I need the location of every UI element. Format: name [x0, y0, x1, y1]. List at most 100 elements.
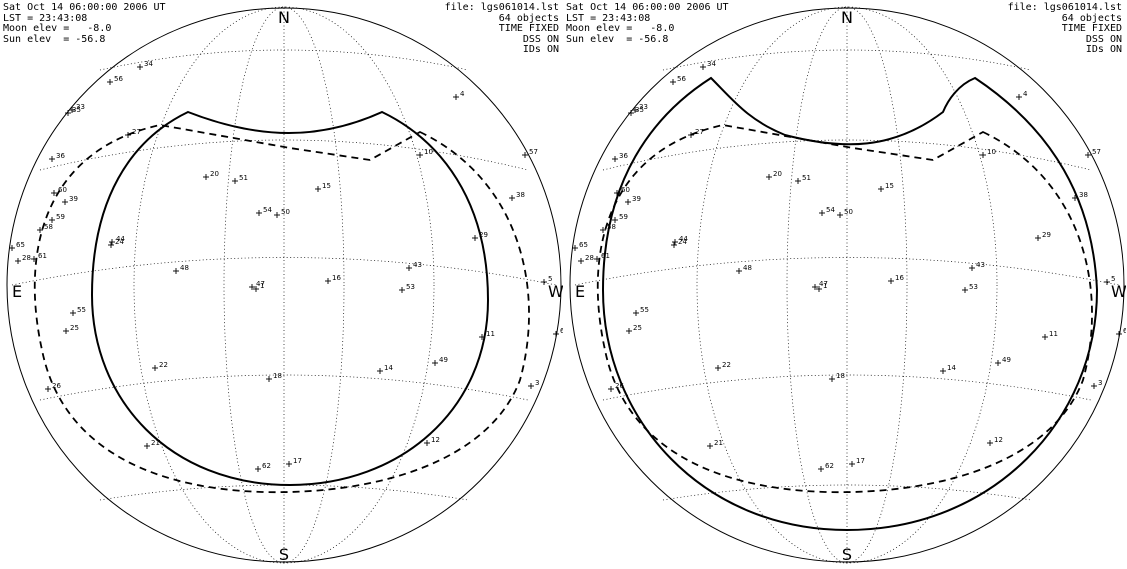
sky-chart-left: N S E W 34 56 4 35 33 27 10 57 36 20 51 15 60 39 38 54 5… [0, 0, 563, 569]
object-id-label: 61 [601, 252, 610, 260]
object-id-label: 61 [38, 252, 47, 260]
object-marker-16: 16 [888, 274, 904, 284]
object-id-label: 16 [332, 274, 341, 282]
object-marker-33: 33 [69, 103, 85, 113]
object-marker-65: 65 [572, 241, 588, 251]
object-marker-4: 4 [453, 90, 465, 100]
object-marker-15: 15 [315, 182, 331, 192]
object-marker-59: 59 [49, 213, 65, 223]
object-marker-56: 56 [107, 75, 123, 85]
info-block-left: Sat Oct 14 06:00:00 2006 UT LST = 23:43:0… [566, 2, 729, 45]
object-id-label: 51 [239, 174, 248, 182]
object-id-label: 17 [856, 457, 865, 465]
object-id-label: 54 [826, 206, 835, 214]
time-mode-text: TIME FIXED [1061, 23, 1122, 34]
object-marker-62: 62 [255, 462, 271, 472]
object-id-label: 36 [56, 152, 65, 160]
object-marker-34: 34 [137, 60, 153, 70]
object-id-label: 24 [115, 238, 124, 246]
compass-west: W [548, 282, 563, 301]
object-id-label: 36 [619, 152, 628, 160]
sky-chart-right: N S E W 34 56 4 35 33 27 10 57 36 20 51 15 60 39 38 54 5… [563, 0, 1126, 569]
object-marker-49: 49 [432, 356, 448, 366]
object-marker-60: 60 [51, 186, 67, 196]
object-marker-21: 21 [707, 439, 723, 449]
compass-south: S [842, 545, 852, 564]
file-text: file: lgs061014.lst [1007, 2, 1122, 13]
object-marker-34: 34 [700, 60, 716, 70]
object-id-label: 22 [722, 361, 731, 369]
time-mode-text: TIME FIXED [498, 23, 559, 34]
horizon-circle [6, 7, 562, 563]
object-id-label: 3 [535, 379, 539, 387]
compass-north: N [278, 8, 290, 27]
object-marker-47: 47 [249, 280, 265, 290]
moon-elev-text: Moon elev = -8.0 [3, 23, 112, 34]
object-marker-14: 14 [377, 364, 393, 374]
object-marker-44: 44 [672, 235, 688, 245]
object-id-label: 11 [1049, 330, 1058, 338]
dss-status-text: DSS ON [522, 33, 559, 45]
object-id-label: 6 [1123, 327, 1126, 335]
object-id-label: 62 [825, 462, 834, 470]
object-id-label: 62 [262, 462, 271, 470]
object-id-label: 26 [615, 382, 624, 390]
object-id-label: 47 [819, 280, 828, 288]
object-marker-50: 50 [274, 208, 290, 218]
object-marker-14: 14 [940, 364, 956, 374]
compass-east: E [575, 282, 585, 301]
object-id-label: 27 [695, 128, 704, 136]
object-id-label: 48 [180, 264, 189, 272]
object-marker-60: 60 [614, 186, 630, 196]
object-marker-33: 33 [632, 103, 648, 113]
object-marker-47: 47 [812, 280, 828, 290]
object-marker-24: 24 [671, 238, 687, 248]
object-marker-61: 61 [594, 252, 610, 262]
object-id-label: 4 [1023, 90, 1028, 98]
object-marker-18: 18 [829, 372, 845, 382]
object-marker-17: 17 [286, 457, 302, 467]
object-id-label: 18 [273, 372, 282, 380]
object-id-label: 15 [322, 182, 331, 190]
sun-elev-text: Sun elev = -56.8 [566, 33, 669, 45]
object-marker-57: 57 [522, 148, 538, 158]
object-id-label: 21 [151, 439, 160, 447]
object-marker-21: 21 [144, 439, 160, 449]
object-id-label: 49 [439, 356, 448, 364]
status-block-right: file: lgs061014.lst 64 objects TIME FIXED D… [445, 2, 559, 56]
object-marker-55: 55 [633, 306, 649, 316]
object-marker-35: 35 [65, 106, 81, 116]
object-id-label: 51 [802, 174, 811, 182]
object-marker-55: 55 [70, 306, 86, 316]
compass-north: N [841, 8, 853, 27]
object-marker-51: 51 [232, 174, 248, 184]
object-marker-20: 20 [203, 170, 219, 180]
object-id-label: 50 [281, 208, 290, 216]
object-marker-17: 17 [849, 457, 865, 467]
object-id-label: 1 [823, 282, 827, 290]
object-id-label: 56 [677, 75, 686, 83]
object-id-label: 60 [621, 186, 630, 194]
object-marker-22: 22 [715, 361, 731, 371]
limit-dashed [33, 124, 530, 494]
objects-count-text: 64 objects [1061, 12, 1122, 24]
object-marker-25: 25 [63, 324, 79, 334]
object-id-label: 54 [263, 206, 272, 214]
object-id-label: 35 [635, 106, 644, 114]
object-id-label: 59 [56, 213, 65, 221]
status-block-right: file: lgs061014.lst 64 objects TIME FIXED D… [1007, 2, 1122, 56]
sun-elev-text: Sun elev = -56.8 [3, 33, 106, 45]
object-marker-58: 58 [37, 223, 53, 233]
object-id-label: 25 [633, 324, 642, 332]
object-id-label: 59 [619, 213, 628, 221]
object-marker-10: 10 [417, 148, 433, 158]
object-marker-39: 39 [62, 195, 78, 205]
object-id-label: 18 [836, 372, 845, 380]
object-id-label: 3 [1098, 379, 1102, 387]
object-marker-26: 26 [45, 382, 61, 392]
object-marker-3: 3 [528, 379, 539, 389]
object-marker-50: 50 [837, 208, 853, 218]
object-id-label: 24 [678, 238, 687, 246]
